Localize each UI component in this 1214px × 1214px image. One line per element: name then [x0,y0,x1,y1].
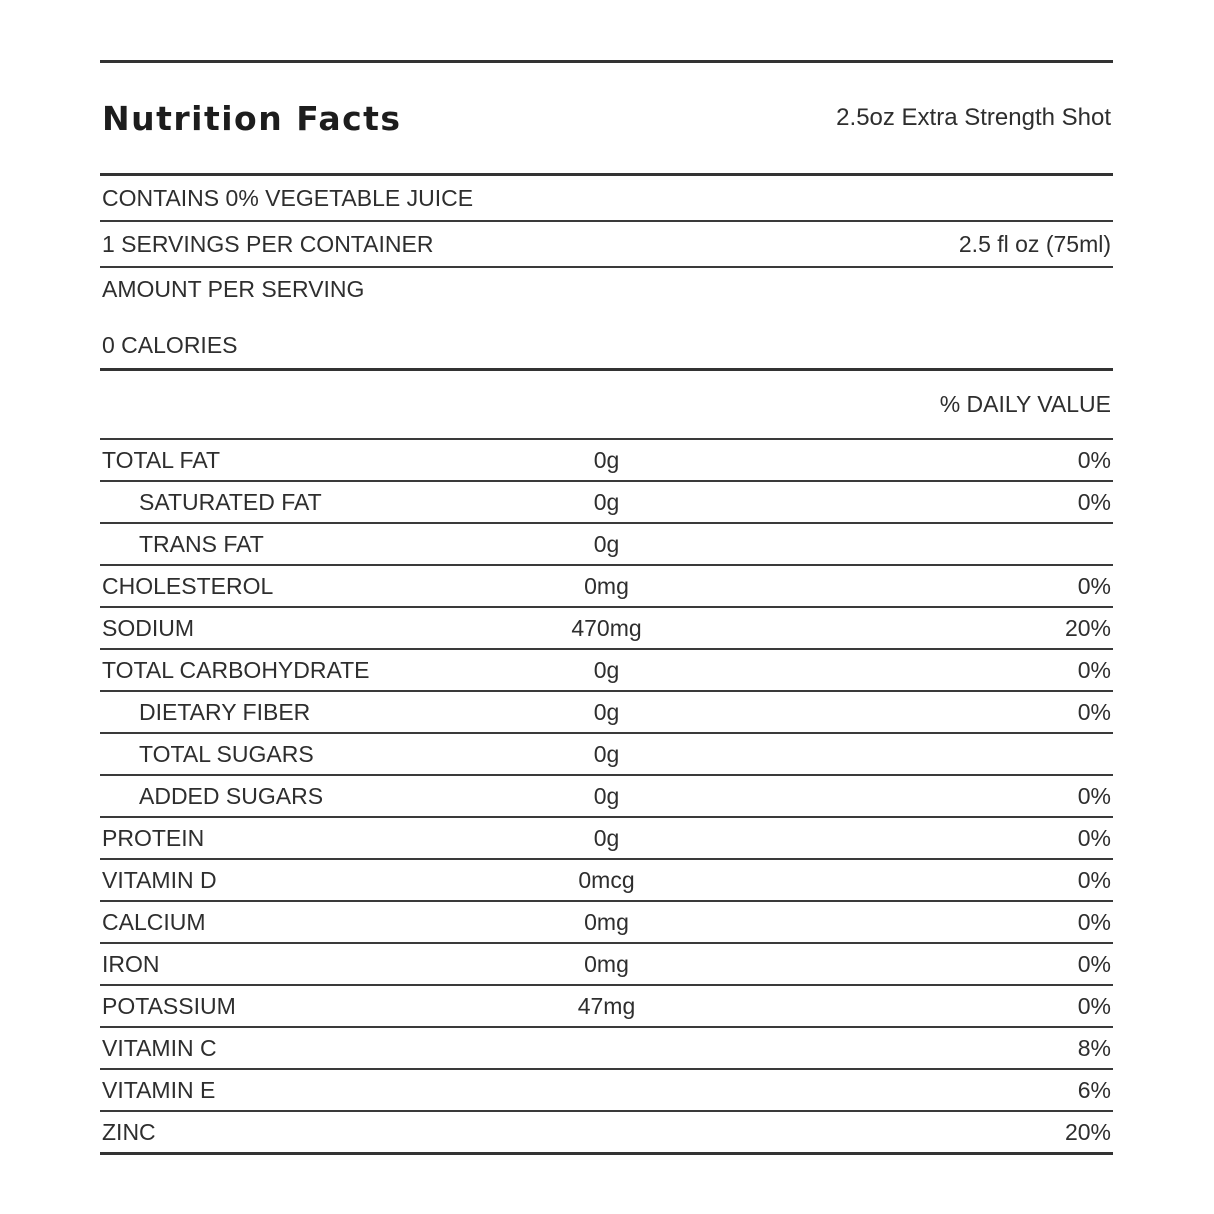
nutrient-daily-value: 0% [1077,782,1111,809]
nutrient-amount: 0g [593,488,620,515]
contains-row: CONTAINS 0% VEGETABLE JUICE [100,176,1113,220]
daily-value-header-row: % DAILY VALUE [100,371,1113,438]
nutrient-daily-value: 8% [1077,1034,1111,1061]
nutrient-row-calcium: CALCIUM 0mg 0% [100,902,1113,944]
calories-text: 0 CALORIES [102,331,238,358]
nutrient-row-total-sugars: TOTAL SUGARS 0g [100,734,1113,776]
nutrient-daily-value: 20% [1064,614,1111,641]
nutrient-name: DIETARY FIBER [139,698,311,725]
nutrient-name: ZINC [102,1118,156,1145]
header-rule [100,173,1113,176]
label-title: Nutrition Facts [102,98,402,138]
nutrient-row-total-fat: TOTAL FAT 0g 0% [100,440,1113,482]
nutrient-amount: 0g [593,530,620,557]
nutrient-name: VITAMIN E [102,1076,216,1103]
nutrient-daily-value: 0% [1077,992,1111,1019]
nutrient-name: TRANS FAT [139,530,264,557]
nutrient-daily-value: 0% [1077,572,1111,599]
nutrient-name: CHOLESTEROL [102,572,274,599]
nutrient-amount: 0mg [584,908,629,935]
nutrient-row-protein: PROTEIN 0g 0% [100,818,1113,860]
nutrient-name: TOTAL CARBOHYDRATE [102,656,370,683]
nutrient-daily-value: 0% [1077,908,1111,935]
nutrient-row-cholesterol: CHOLESTEROL 0mg 0% [100,566,1113,608]
nutrient-amount: 0g [593,740,620,767]
nutrient-amount: 0g [593,698,620,725]
nutrient-amount: 0mg [584,950,629,977]
nutrient-row-total-carbohydrate: TOTAL CARBOHYDRATE 0g 0% [100,650,1113,692]
nutrient-amount: 47mg [577,992,636,1019]
nutrient-name: VITAMIN C [102,1034,217,1061]
nutrient-name: CALCIUM [102,908,206,935]
top-spacer [100,0,1113,60]
nutrient-amount: 0g [593,782,620,809]
nutrient-daily-value: 0% [1077,656,1111,683]
nutrition-facts-label: Nutrition Facts 2.5oz Extra Strength Sho… [100,0,1113,1155]
nutrient-row-vitamin-e: VITAMIN E 6% [100,1070,1113,1112]
nutrient-name: PROTEIN [102,824,205,851]
nutrient-row-potassium: POTASSIUM 47mg 0% [100,986,1113,1028]
nutrient-daily-value: 20% [1064,1118,1111,1145]
calories-line: 0 CALORIES [102,324,1111,366]
nutrient-name: SODIUM [102,614,194,641]
daily-value-header: % DAILY VALUE [939,391,1111,417]
nutrient-amount: 0g [593,824,620,851]
nutrient-daily-value: 0% [1077,950,1111,977]
serving-size: 2.5 fl oz (75ml) [958,230,1111,257]
divider [100,220,1113,222]
amount-per-serving-line: AMOUNT PER SERVING [102,268,1111,310]
nutrient-amount: 470mg [571,614,642,641]
nutrient-row-saturated-fat: SATURATED FAT 0g 0% [100,482,1113,524]
nutrient-daily-value: 0% [1077,446,1111,473]
nutrient-row-zinc: ZINC 20% [100,1112,1113,1155]
servings-per-container: 1 SERVINGS PER CONTAINER [102,230,434,257]
nutrient-row-vitamin-c: VITAMIN C 8% [100,1028,1113,1070]
servings-row: 1 SERVINGS PER CONTAINER 2.5 fl oz (75ml… [100,222,1113,266]
nutrient-name: ADDED SUGARS [139,782,324,809]
nutrient-daily-value: 0% [1077,866,1111,893]
label-header: Nutrition Facts 2.5oz Extra Strength Sho… [100,63,1113,173]
nutrient-row-sodium: SODIUM 470mg 20% [100,608,1113,650]
product-name: 2.5oz Extra Strength Shot [836,104,1111,131]
nutrient-amount: 0mcg [578,866,635,893]
nutrient-row-trans-fat: TRANS FAT 0g [100,524,1113,566]
nutrient-name: TOTAL FAT [102,446,220,473]
calories-rule [100,368,1113,371]
nutrient-amount: 0g [593,446,620,473]
amount-per-serving-block: AMOUNT PER SERVING 0 CALORIES [100,268,1113,368]
nutrient-daily-value: 6% [1077,1076,1111,1103]
contains-text: CONTAINS 0% VEGETABLE JUICE [102,184,474,211]
nutrient-row-vitamin-d: VITAMIN D 0mcg 0% [100,860,1113,902]
divider [100,266,1113,268]
amount-per-serving-label: AMOUNT PER SERVING [102,275,365,302]
nutrient-row-dietary-fiber: DIETARY FIBER 0g 0% [100,692,1113,734]
nutrient-name: POTASSIUM [102,992,236,1019]
nutrient-daily-value: 0% [1077,824,1111,851]
nutrient-name: SATURATED FAT [139,488,322,515]
nutrient-daily-value: 0% [1077,488,1111,515]
nutrient-name: IRON [102,950,160,977]
top-rule [100,60,1113,63]
nutrient-name: VITAMIN D [102,866,217,893]
nutrient-amount: 0g [593,656,620,683]
divider [100,438,1113,440]
nutrient-amount: 0mg [584,572,629,599]
nutrient-row-added-sugars: ADDED SUGARS 0g 0% [100,776,1113,818]
nutrient-row-iron: IRON 0mg 0% [100,944,1113,986]
nutrient-name: TOTAL SUGARS [139,740,314,767]
nutrient-daily-value: 0% [1077,698,1111,725]
